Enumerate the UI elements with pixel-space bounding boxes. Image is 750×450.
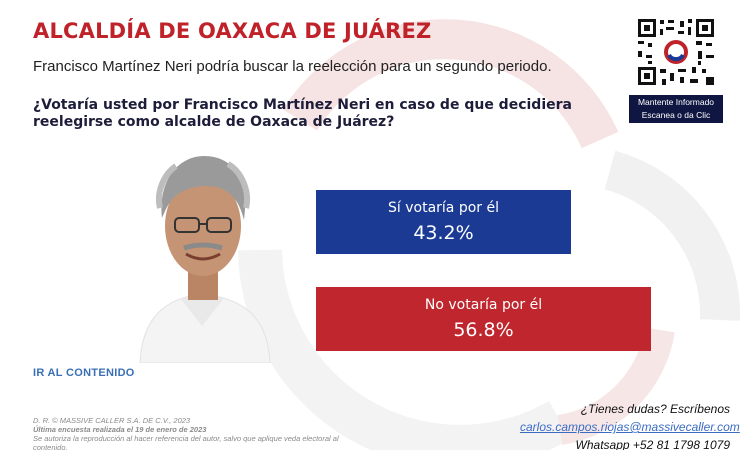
- subtitle: Francisco Martínez Neri podría buscar la…: [33, 58, 552, 75]
- candidate-portrait: [139, 156, 271, 363]
- contact-email-link[interactable]: carlos.campos.riojas@massivecaller.com: [520, 420, 740, 434]
- survey-question: ¿Votaría usted por Francisco Martínez Ne…: [33, 97, 572, 130]
- qr-caption[interactable]: Mantente Informado Escanea o da Clic: [629, 95, 723, 123]
- contact-question: ¿Tienes dudas? Escríbenos: [580, 402, 730, 416]
- ir-al-contenido-link[interactable]: IR AL CONTENIDO: [33, 367, 135, 379]
- copyright: D. R. © MASSIVE CALLER S.A. DE C.V., 202…: [33, 416, 191, 425]
- contact-block: ¿Tienes dudas? Escríbenos carlos.campos.…: [520, 402, 740, 450]
- whatsapp-number: Whatsapp +52 81 1798 1079: [575, 438, 730, 450]
- bar-value-si: 43.2%: [413, 222, 474, 244]
- bar-label-no: No votaría por él: [424, 297, 543, 313]
- bar-value-no: 56.8%: [453, 319, 514, 341]
- page-title: ALCALDÍA DE OAXACA DE JUÁREZ: [33, 19, 432, 43]
- disclaimer: Se autoriza la reproducción al hacer ref…: [33, 434, 339, 450]
- bar-no-votaria: No votaría por él 56.8%: [316, 287, 651, 351]
- qr-code-icon[interactable]: [636, 17, 716, 87]
- bar-si-votaria: Sí votaría por él 43.2%: [316, 190, 571, 254]
- survey-date: Última encuesta realizada el 19 de enero…: [33, 425, 207, 434]
- fine-print: D. R. © MASSIVE CALLER S.A. DE C.V., 202…: [33, 416, 373, 450]
- bar-label-si: Sí votaría por él: [388, 200, 499, 216]
